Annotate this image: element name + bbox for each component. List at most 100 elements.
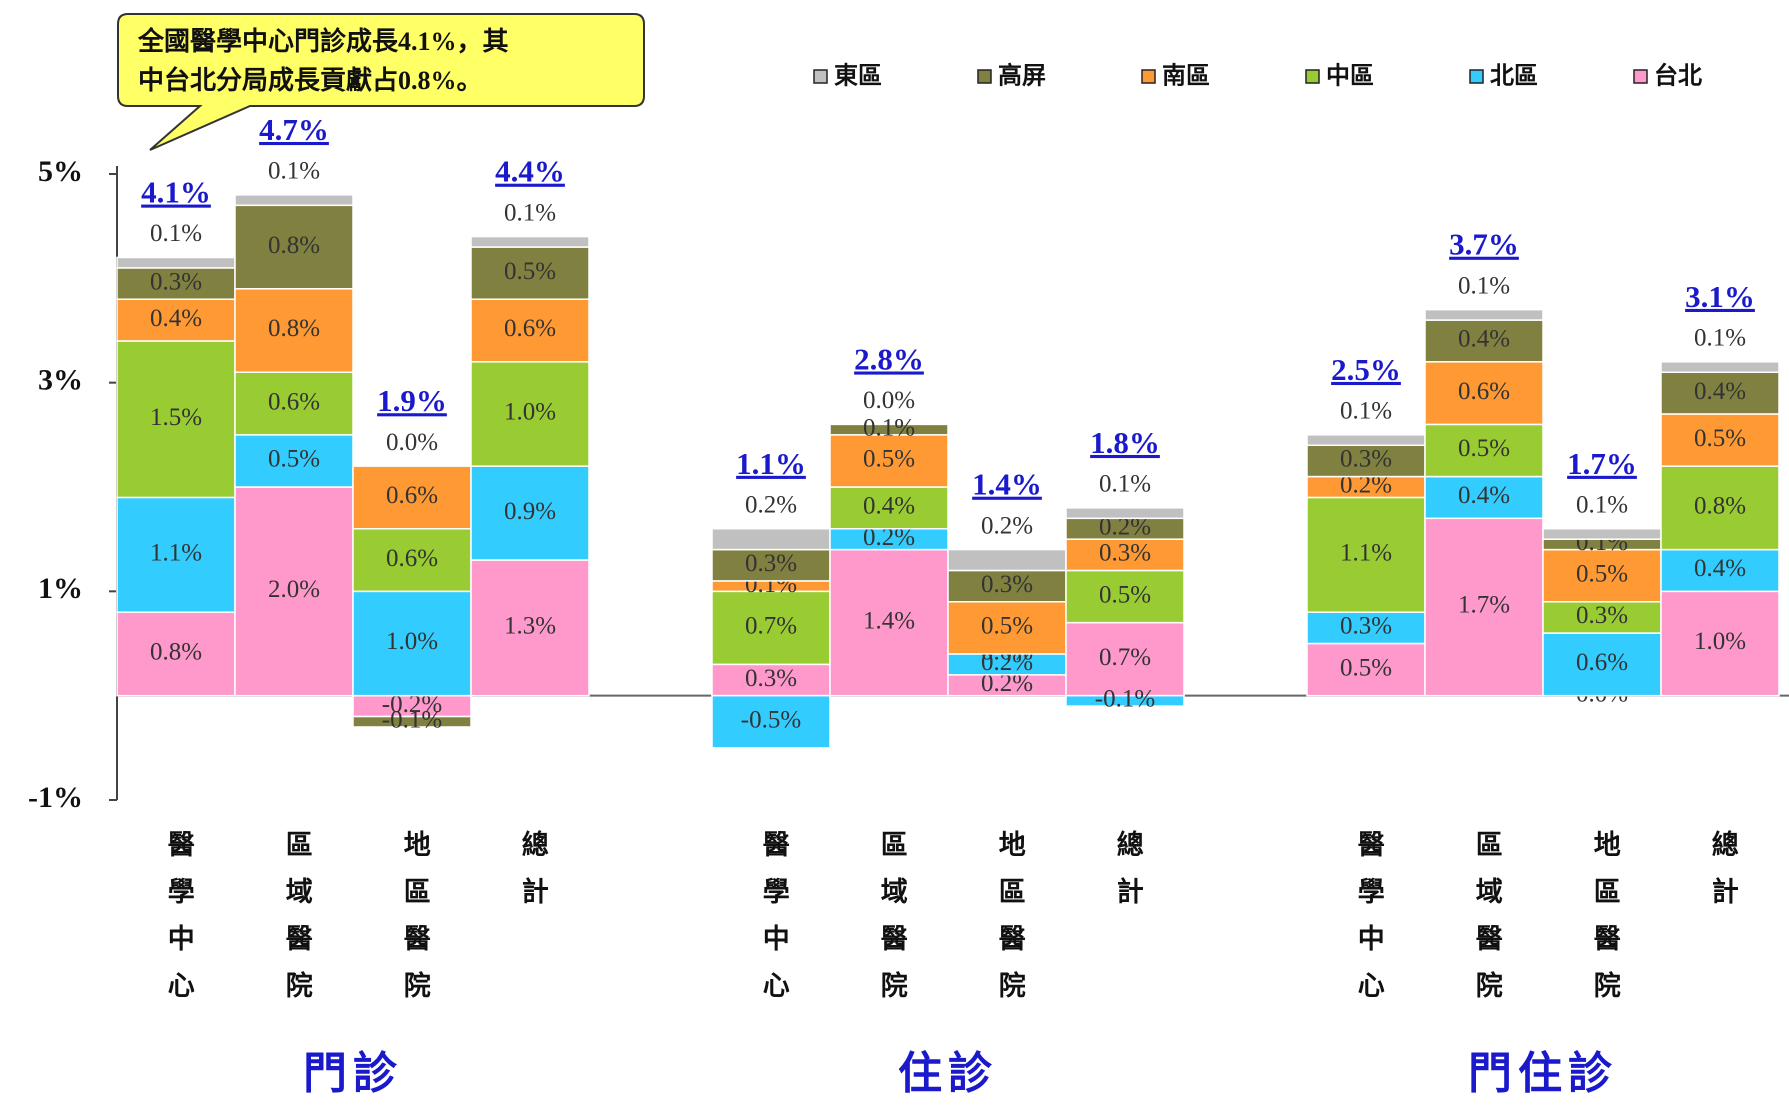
x-tick-label: 地區醫院 xyxy=(995,830,1026,1018)
x-tick-label: 醫學中心 xyxy=(164,830,195,1018)
legend-label: 東區 xyxy=(834,63,882,90)
legend-swatch xyxy=(977,69,992,84)
bar-segment xyxy=(116,496,236,613)
total-label: 1.1% xyxy=(736,446,806,481)
bar-segment xyxy=(1306,611,1426,645)
value-label: 0.6% xyxy=(1458,378,1510,405)
value-label: 0.1% xyxy=(863,414,915,441)
value-label: 1.7% xyxy=(1458,592,1510,619)
x-tick-label: 區域醫院 xyxy=(282,830,313,1018)
x-tick-label: 地區醫院 xyxy=(400,830,431,1018)
value-label: 0.8% xyxy=(150,639,202,666)
bar-segment xyxy=(116,340,236,499)
bar-segment xyxy=(116,611,236,697)
bar-segment xyxy=(1065,569,1185,624)
y-tick-label: -1% xyxy=(28,781,83,814)
bar-segment xyxy=(1660,465,1780,551)
x-tick-label: 總計 xyxy=(518,829,549,924)
x-tick-label: 總計 xyxy=(1708,829,1739,924)
value-label: 0.8% xyxy=(268,232,320,259)
total-label: 4.4% xyxy=(495,154,565,189)
x-tick-label: 總計 xyxy=(1113,829,1144,924)
value-label: 0.5% xyxy=(268,446,320,473)
value-label: 0.8% xyxy=(268,315,320,342)
value-label: -0.1% xyxy=(1095,686,1155,713)
value-label: 0.7% xyxy=(745,613,797,640)
bar-segment xyxy=(1065,507,1185,520)
legend-label: 北區 xyxy=(1490,63,1538,90)
value-label: 1.5% xyxy=(150,404,202,431)
value-label: 1.0% xyxy=(1694,628,1746,655)
total-label: 3.1% xyxy=(1685,279,1755,314)
value-label: 0.1% xyxy=(268,158,320,185)
bar-segment xyxy=(947,569,1067,603)
bar-segment xyxy=(234,194,354,207)
value-label: 0.7% xyxy=(1099,644,1151,671)
value-label: 0.1% xyxy=(1458,272,1510,299)
total-label: 2.8% xyxy=(854,342,924,377)
group-label: 門住診 xyxy=(1468,1049,1618,1098)
bar-segment xyxy=(1660,548,1780,593)
bar-segment xyxy=(470,235,590,248)
value-label: 0.5% xyxy=(1576,560,1628,587)
bar-segment xyxy=(711,548,831,582)
legend-swatch xyxy=(1141,69,1156,84)
value-label: 0.3% xyxy=(745,665,797,692)
value-label: 2.0% xyxy=(268,576,320,603)
bar-segment xyxy=(711,527,831,551)
bar-segment xyxy=(352,527,472,593)
value-label: 0.3% xyxy=(150,268,202,295)
bar-segment xyxy=(711,590,831,666)
bar-segment xyxy=(947,601,1067,655)
total-label: 3.7% xyxy=(1449,227,1519,262)
total-label: 1.4% xyxy=(972,467,1042,502)
value-label: 1.1% xyxy=(1340,540,1392,567)
value-label: -0.5% xyxy=(741,706,801,733)
bar-segment xyxy=(1424,475,1544,520)
y-tick-label: 1% xyxy=(38,572,83,605)
bar-segment xyxy=(1306,496,1426,613)
annotation-line: 全國醫學中心門診成長4.1%，其 xyxy=(137,26,509,56)
bar-segment xyxy=(352,465,472,530)
total-label: 2.5% xyxy=(1331,352,1401,387)
bar-segment xyxy=(711,694,831,749)
value-label: 0.0% xyxy=(863,387,915,414)
value-label: 1.3% xyxy=(504,613,556,640)
bar-segment xyxy=(1306,434,1426,447)
value-label: 0.4% xyxy=(1458,482,1510,509)
total-label: 4.7% xyxy=(259,112,329,147)
value-label: 0.2% xyxy=(981,512,1033,539)
legend-label: 高屏 xyxy=(998,62,1046,90)
bar-segment xyxy=(1424,308,1544,321)
value-label: 0.2% xyxy=(745,491,797,518)
value-label: 0.3% xyxy=(1340,446,1392,473)
legend-swatch xyxy=(1469,69,1484,84)
bar-segment xyxy=(1542,527,1662,540)
value-label: 0.6% xyxy=(268,388,320,415)
value-label: 0.4% xyxy=(150,305,202,332)
bar-segment xyxy=(470,246,590,300)
value-label: 1.1% xyxy=(150,540,202,567)
x-tick-label: 醫學中心 xyxy=(1354,830,1385,1018)
value-label: 0.3% xyxy=(1340,613,1392,640)
bar-segment xyxy=(829,423,949,436)
legend-label: 台北 xyxy=(1654,62,1702,90)
value-label: -0.1% xyxy=(382,706,442,733)
callout xyxy=(117,13,645,151)
bar-segment xyxy=(1660,361,1780,373)
value-label: 0.1% xyxy=(1340,398,1392,425)
value-label: 0.5% xyxy=(981,613,1033,640)
value-label: 0.1% xyxy=(1099,471,1151,498)
bar-segment xyxy=(234,204,354,290)
value-label: 0.3% xyxy=(981,571,1033,598)
bar-segment xyxy=(829,434,949,488)
bar-segment xyxy=(1660,590,1780,697)
value-label: 0.5% xyxy=(1694,425,1746,452)
bar-segment xyxy=(352,590,472,697)
bar-segment xyxy=(234,371,354,436)
value-label: 0.5% xyxy=(1458,435,1510,462)
value-label: 0.5% xyxy=(504,258,556,285)
legend-swatch xyxy=(1633,69,1648,84)
total-label: 1.8% xyxy=(1090,425,1160,460)
